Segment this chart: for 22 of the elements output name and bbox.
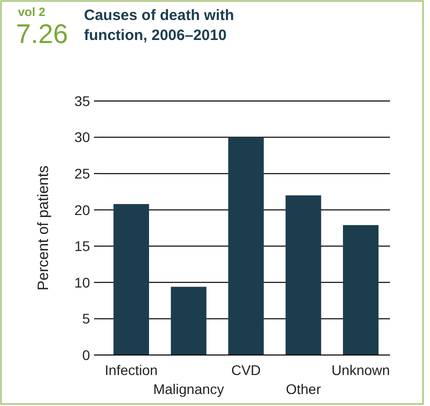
y-axis-title: Percent of patients [35,165,52,291]
y-tick-label: 20 [74,202,90,218]
y-tick-label: 35 [74,92,90,109]
bar [170,286,206,355]
y-tick-label: 10 [74,274,90,290]
bar [228,137,264,355]
y-tick-label: 25 [74,165,90,182]
x-tick-label: Unknown [332,362,390,378]
bar [113,204,150,355]
y-tick-label: 15 [74,238,90,254]
text: 7.26 [16,19,69,49]
y-tick-label: 30 [74,129,90,146]
bar [286,195,322,355]
chart-title: Causes of death with function, 2006–2010 [84,7,234,44]
y-tick-label: 0 [82,346,90,363]
x-tick-label: CVD [231,362,261,378]
x-tick-label: Other [286,381,322,397]
bar [342,225,379,355]
y-tick-label: 5 [82,310,90,327]
text: vol 2 [18,5,46,19]
x-tick-label: Malignancy [153,381,224,397]
x-tick-label: Infection [104,362,158,378]
